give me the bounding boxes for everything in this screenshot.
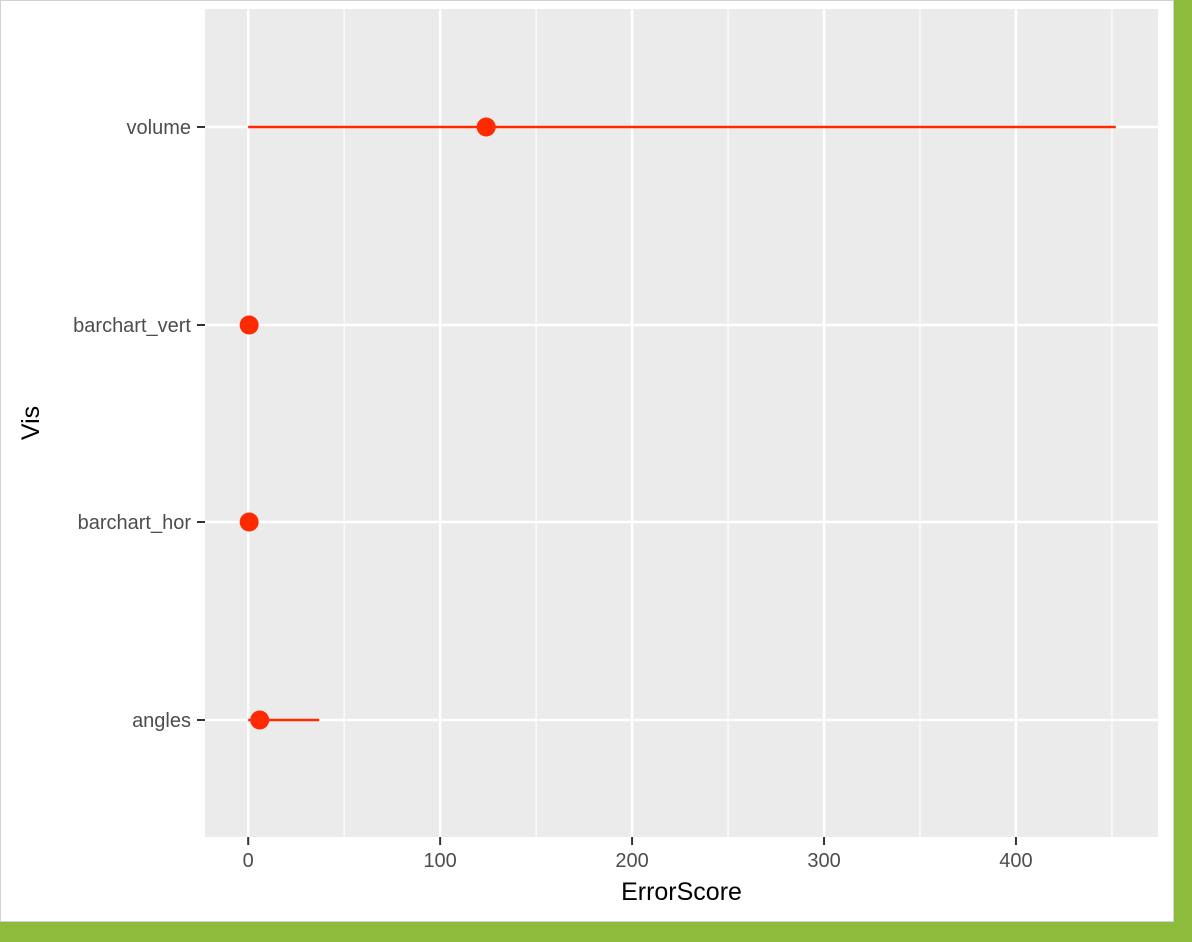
y-tick-label: barchart_vert [73,315,191,337]
x-axis: 0 100 200 300 400 [243,837,1033,872]
x-axis-title: ErrorScore [621,878,742,906]
major-gridlines [205,9,1158,837]
x-tick-label: 100 [423,850,456,872]
y-tick-label: volume [127,117,191,139]
plot-panel [205,9,1158,837]
data-point-volume [476,117,496,137]
y-tick-label: angles [132,710,191,732]
data-point-barchart_hor [239,512,259,532]
minor-gridlines [343,9,1113,837]
data-points [239,117,496,730]
data-point-angles [250,710,270,730]
data-point-barchart_vert [239,315,259,335]
x-tick-label: 200 [615,850,648,872]
y-tick-label: barchart_hor [78,512,192,534]
x-tick-label: 0 [243,850,254,872]
x-tick-label: 300 [807,850,840,872]
y-axis-title: Vis [17,406,45,440]
x-tick-label: 400 [999,850,1032,872]
